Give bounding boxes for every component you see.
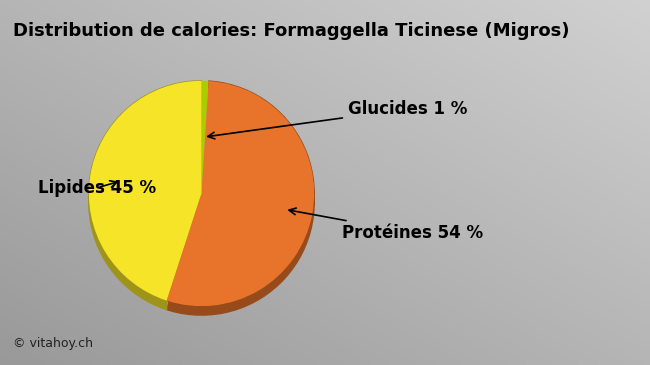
Text: Distribution de calories: Formaggella Ticinese (Migros): Distribution de calories: Formaggella Ti… [13,22,569,40]
Wedge shape [166,81,314,306]
Text: Lipides 45 %: Lipides 45 % [38,179,156,197]
Wedge shape [89,81,202,301]
Polygon shape [89,81,202,310]
Text: Protéines 54 %: Protéines 54 % [289,208,484,242]
Text: Glucides 1 %: Glucides 1 % [208,100,467,139]
Wedge shape [202,81,209,193]
Polygon shape [166,81,314,315]
Text: © vitahoy.ch: © vitahoy.ch [13,337,93,350]
